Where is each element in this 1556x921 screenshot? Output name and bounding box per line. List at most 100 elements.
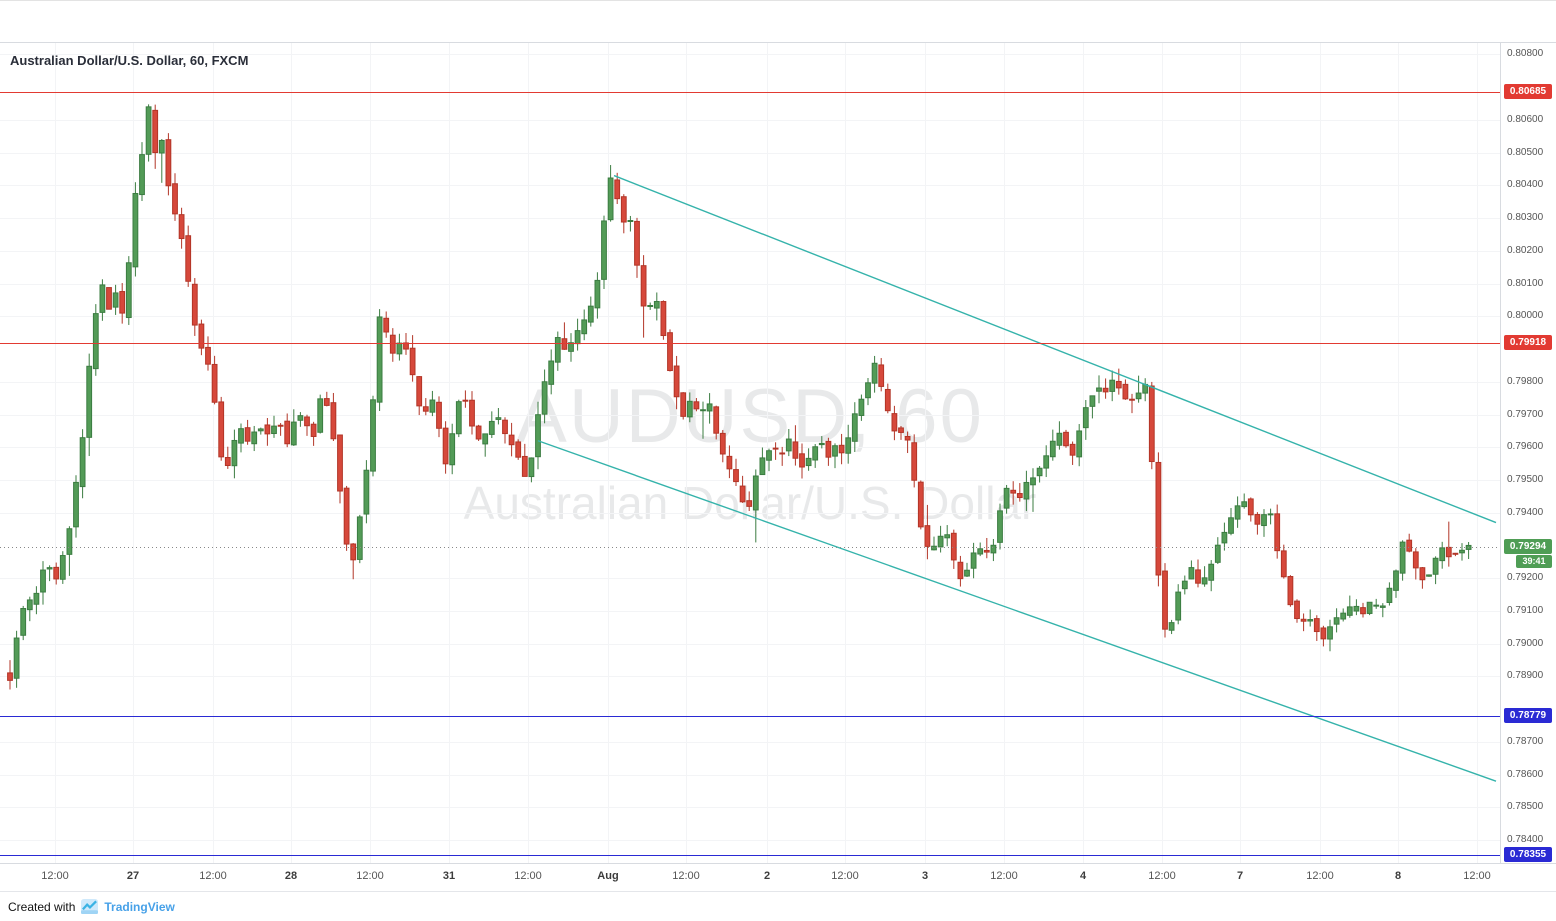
tradingview-logo-icon[interactable] [81, 898, 99, 915]
candle [310, 423, 317, 437]
candle [40, 569, 46, 593]
candle [264, 424, 271, 435]
candle [1445, 546, 1452, 558]
candle [990, 544, 997, 554]
candle [158, 139, 165, 154]
candle [1122, 383, 1129, 400]
candle [647, 305, 654, 308]
candle [865, 382, 871, 399]
candle [73, 481, 79, 528]
candle [587, 305, 594, 323]
candle [640, 265, 647, 307]
candle [495, 417, 502, 420]
time-axis[interactable]: 12:00 27 12:00 28 12:00 31 12:00 Aug 12:00 2 12:00… [0, 863, 1556, 891]
candle [231, 439, 238, 467]
price-tick-label: 0.78900 [1507, 670, 1544, 682]
created-with-text: Created with [8, 899, 76, 914]
price-tick-label: 0.80600 [1507, 113, 1544, 125]
candle [581, 319, 588, 335]
time-tick-label: 12:00 [1148, 870, 1176, 882]
candle [462, 399, 469, 402]
candle [1096, 387, 1102, 392]
candle [224, 457, 231, 467]
candle [1313, 618, 1320, 633]
candle [706, 403, 713, 412]
tradingview-link[interactable]: TradingView [104, 899, 175, 914]
time-tick-label: 12:00 [1463, 870, 1491, 882]
time-tick-label: 12:00 [672, 870, 700, 882]
trendline[interactable] [537, 440, 1497, 782]
price-axis[interactable]: 0.80800 0.80600 0.80500 0.80400 0.80300 0.802… [1500, 43, 1556, 891]
candle [871, 362, 878, 384]
candle [33, 592, 40, 605]
candle [1459, 549, 1465, 554]
candle [422, 406, 429, 412]
candle [634, 220, 640, 266]
candle [1412, 551, 1419, 569]
price-tick-label: 0.78600 [1507, 768, 1544, 780]
candle [779, 452, 786, 455]
time-tick-label: 27 [126, 870, 140, 882]
price-tick-label: 0.79000 [1507, 637, 1544, 649]
candle [1129, 398, 1135, 401]
candle [1228, 517, 1234, 534]
candle [772, 447, 779, 450]
symbol-legend[interactable]: Australian Dollar/U.S. Dollar, 60, FXCM [10, 53, 249, 68]
candle [785, 438, 792, 452]
candle [1452, 552, 1459, 555]
candle [1181, 580, 1188, 590]
candle [1214, 544, 1221, 563]
candle [409, 347, 416, 376]
candle [1102, 387, 1109, 393]
candle [977, 548, 984, 555]
candle [805, 457, 812, 467]
candle [858, 398, 865, 416]
price-badge-blue: 0.78355 [1504, 846, 1552, 862]
price-tick-label: 0.79700 [1507, 408, 1544, 420]
candle [1201, 577, 1208, 585]
candle [172, 183, 178, 215]
candle [944, 534, 951, 539]
candle [607, 177, 614, 221]
candle [1320, 627, 1327, 640]
candle [594, 279, 601, 309]
candle [739, 485, 746, 503]
candle [693, 401, 700, 410]
candle [1261, 514, 1267, 527]
candle [898, 427, 904, 433]
candle [429, 399, 436, 413]
time-tick-label: 4 [1079, 870, 1087, 882]
candle [1195, 569, 1201, 584]
candle [1353, 605, 1360, 612]
candle [792, 441, 799, 459]
candle [620, 196, 627, 223]
candle [86, 365, 93, 438]
candle [403, 342, 409, 350]
candle [238, 428, 244, 444]
price-tick-label: 0.79600 [1507, 441, 1544, 453]
candle [832, 445, 838, 457]
candle [931, 545, 937, 551]
candle [1307, 619, 1314, 622]
candle [436, 401, 442, 429]
chart-area[interactable]: AUDUSD, 60 Australian Dollar/U.S. Dollar… [0, 43, 1500, 863]
candlestick-chart[interactable] [0, 43, 1500, 863]
candle [1393, 570, 1399, 591]
candle [26, 599, 33, 611]
candle [1069, 443, 1076, 456]
candle [528, 457, 535, 478]
candle [1063, 431, 1069, 447]
candle [1300, 618, 1307, 622]
candle [119, 291, 126, 314]
price-tick-label: 0.80000 [1507, 310, 1544, 322]
candle [297, 415, 304, 421]
candle [911, 442, 918, 481]
candle [165, 139, 172, 187]
candle [244, 427, 251, 442]
trendline[interactable] [613, 174, 1497, 524]
candle [323, 398, 330, 406]
candle [673, 365, 680, 398]
candle [469, 399, 475, 427]
candle [799, 453, 805, 468]
candle [1089, 395, 1096, 407]
